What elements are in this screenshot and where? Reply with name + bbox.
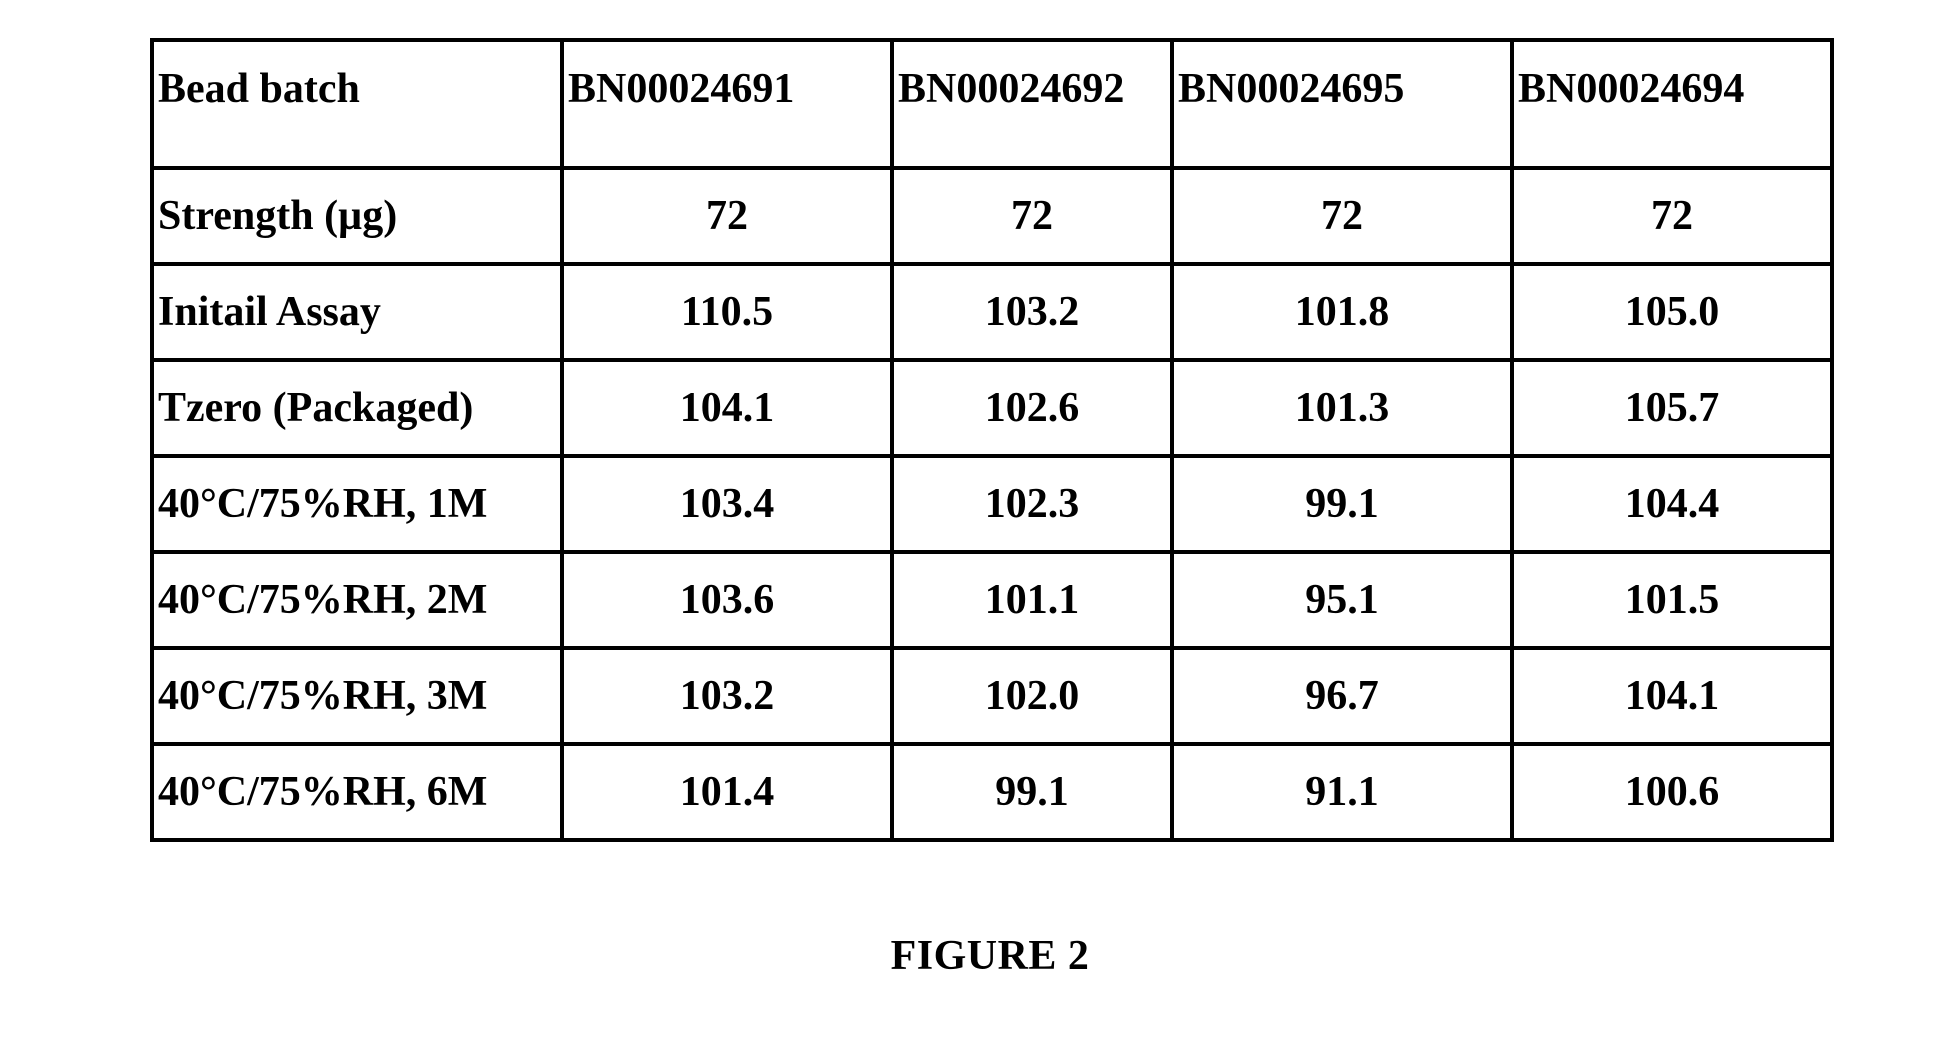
table-row: Initail Assay 110.5 103.2 101.8 105.0 — [152, 264, 1832, 360]
row-label: Initail Assay — [152, 264, 562, 360]
table-cell: 104.1 — [1512, 648, 1832, 744]
table-header-row: Bead batch BN00024691 BN00024692 BN00024… — [152, 40, 1832, 168]
table-row: 40°C/75%RH, 6M 101.4 99.1 91.1 100.6 — [152, 744, 1832, 840]
table-row: Tzero (Packaged) 104.1 102.6 101.3 105.7 — [152, 360, 1832, 456]
table-row: 40°C/75%RH, 2M 103.6 101.1 95.1 101.5 — [152, 552, 1832, 648]
table-cell: 102.6 — [892, 360, 1172, 456]
table-cell: 103.2 — [562, 648, 892, 744]
table-cell: 72 — [562, 168, 892, 264]
table-cell: 104.1 — [562, 360, 892, 456]
table-cell: 101.3 — [1172, 360, 1512, 456]
table-cell: 104.4 — [1512, 456, 1832, 552]
table-cell: 95.1 — [1172, 552, 1512, 648]
table-cell: 110.5 — [562, 264, 892, 360]
row-label: 40°C/75%RH, 2M — [152, 552, 562, 648]
table-cell: 103.2 — [892, 264, 1172, 360]
col-header-2: BN00024692 — [892, 40, 1172, 168]
table-cell: 99.1 — [892, 744, 1172, 840]
table-cell: 96.7 — [1172, 648, 1512, 744]
table-cell: 102.0 — [892, 648, 1172, 744]
table-cell: 103.4 — [562, 456, 892, 552]
table-cell: 100.6 — [1512, 744, 1832, 840]
table-cell: 72 — [1512, 168, 1832, 264]
table-cell: 102.3 — [892, 456, 1172, 552]
table-cell: 105.7 — [1512, 360, 1832, 456]
table-cell: 99.1 — [1172, 456, 1512, 552]
table-cell: 72 — [1172, 168, 1512, 264]
data-table: Bead batch BN00024691 BN00024692 BN00024… — [150, 38, 1834, 842]
row-label: Tzero (Packaged) — [152, 360, 562, 456]
page: Bead batch BN00024691 BN00024692 BN00024… — [0, 0, 1955, 1056]
table-cell: 101.1 — [892, 552, 1172, 648]
table-cell: 101.8 — [1172, 264, 1512, 360]
col-header-0: Bead batch — [152, 40, 562, 168]
table-row: 40°C/75%RH, 1M 103.4 102.3 99.1 104.4 — [152, 456, 1832, 552]
row-label: 40°C/75%RH, 6M — [152, 744, 562, 840]
table-row: 40°C/75%RH, 3M 103.2 102.0 96.7 104.1 — [152, 648, 1832, 744]
row-label: Strength (µg) — [152, 168, 562, 264]
figure-caption: FIGURE 2 — [150, 932, 1830, 980]
table-cell: 72 — [892, 168, 1172, 264]
col-header-1: BN00024691 — [562, 40, 892, 168]
col-header-3: BN00024695 — [1172, 40, 1512, 168]
table-cell: 105.0 — [1512, 264, 1832, 360]
table-cell: 101.5 — [1512, 552, 1832, 648]
table-cell: 91.1 — [1172, 744, 1512, 840]
table-cell: 101.4 — [562, 744, 892, 840]
table-row: Strength (µg) 72 72 72 72 — [152, 168, 1832, 264]
row-label: 40°C/75%RH, 3M — [152, 648, 562, 744]
table-cell: 103.6 — [562, 552, 892, 648]
row-label: 40°C/75%RH, 1M — [152, 456, 562, 552]
col-header-4: BN00024694 — [1512, 40, 1832, 168]
